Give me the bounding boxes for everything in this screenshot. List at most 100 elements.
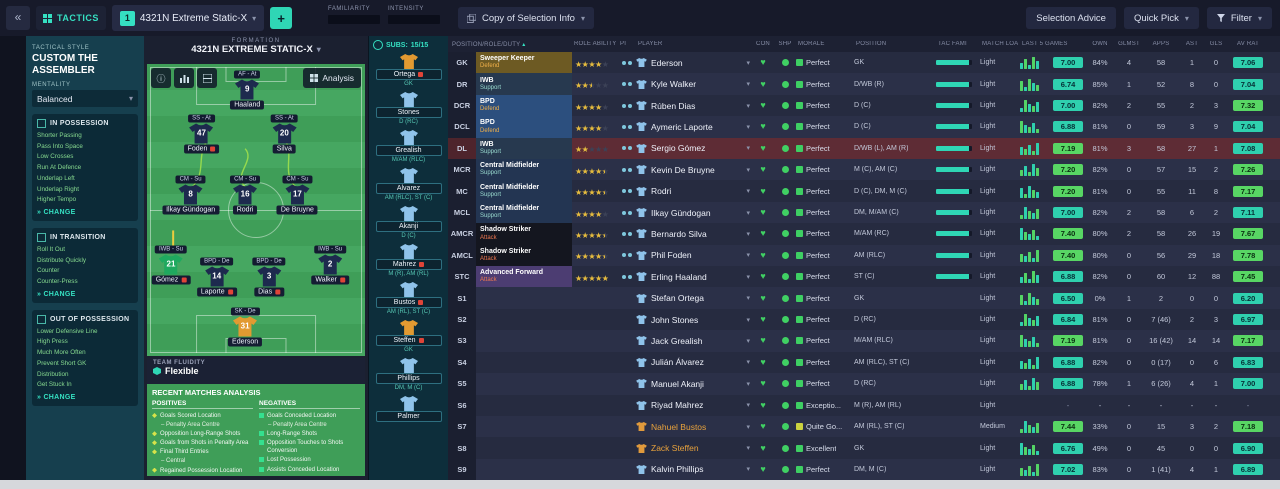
table-row[interactable]: AMCR Shadow Striker Attack ★★★★★★★★★★ Be…	[448, 223, 1280, 245]
bench-player-name[interactable]: Ortega	[375, 69, 442, 80]
role-duty-pill[interactable]: CM - Su	[175, 175, 206, 184]
bench-player-name[interactable]: Alvarez	[375, 183, 442, 194]
col-av-rat[interactable]: AV RAT	[1237, 41, 1259, 47]
col-ast[interactable]: AST	[1185, 41, 1199, 47]
player-name-plate[interactable]: Haaland	[230, 100, 265, 110]
chevron-down-icon[interactable]: ▾	[746, 423, 750, 431]
bench-player-name[interactable]: Steffen	[375, 335, 442, 346]
bench-player-name[interactable]: Mahrez	[375, 259, 442, 270]
row-role-duty[interactable]: IWB Support	[476, 73, 572, 95]
role-duty-pill[interactable]: BPD - De	[252, 257, 286, 266]
change-button[interactable]: » CHANGE	[37, 393, 76, 401]
player-cell[interactable]: Erling Haaland ▾	[636, 272, 752, 282]
player-name-plate[interactable]: Ederson	[228, 337, 263, 347]
change-button[interactable]: » CHANGE	[37, 208, 76, 216]
chevron-down-icon[interactable]: ▾	[746, 337, 750, 345]
pitch-player[interactable]: CM - Su 8 Ilkay Gündogan	[162, 175, 220, 215]
player-cell[interactable]: Sergio Gómez ▾	[636, 143, 752, 153]
table-row[interactable]: DCL BPD Defend ★★★★★★★★★★ Aymeric Laport…	[448, 116, 1280, 138]
change-button[interactable]: » CHANGE	[37, 290, 76, 298]
col-role-ability[interactable]: ROLE ABILITY	[574, 41, 617, 47]
col-gls[interactable]: GLS	[1209, 41, 1223, 47]
row-role-duty[interactable]: BPD Defend	[476, 94, 572, 117]
player-instructions-icon[interactable]	[618, 146, 636, 151]
player-instructions-icon[interactable]	[618, 210, 636, 215]
bench-player[interactable]: Grealish M/AM (RLC)	[373, 130, 444, 164]
player-name-plate[interactable]: Silva	[272, 144, 296, 154]
analysis-button[interactable]: Analysis	[303, 68, 361, 88]
player-cell[interactable]: Zack Steffen ▾	[636, 443, 752, 453]
row-role-duty[interactable]: Central Midfielder Support	[476, 180, 572, 202]
tactics-menu-button[interactable]: TACTICS	[36, 6, 106, 30]
chevron-down-icon[interactable]: ▾	[746, 316, 750, 324]
player-name-plate[interactable]: Gómez	[151, 275, 191, 285]
role-duty-pill[interactable]: SS - At	[270, 114, 298, 123]
tactical-style-value[interactable]: CUSTOM THE ASSEMBLER	[32, 53, 98, 76]
col-pi[interactable]: PI	[620, 41, 627, 47]
col-position-role-duty[interactable]: POSITION/ROLE/DUTY ▴	[452, 41, 526, 48]
row-role-duty[interactable]: Central Midfielder Support	[476, 201, 572, 224]
bench-player-name[interactable]: Akanji	[375, 221, 442, 232]
row-role-duty[interactable]: Central Midfielder Support	[476, 159, 572, 181]
player-cell[interactable]: Kyle Walker ▾	[636, 79, 752, 89]
chevron-down-icon[interactable]: ▾	[746, 273, 750, 281]
pitch-player[interactable]: SS - At 47 Foden	[183, 114, 220, 154]
role-duty-pill[interactable]: IWB - Su	[154, 245, 187, 254]
bench-player[interactable]: Phillips DM, M (C)	[373, 358, 444, 392]
role-duty-pill[interactable]: CM - Su	[230, 175, 261, 184]
table-row[interactable]: MCR Central Midfielder Support ★★★★★ ★★★★…	[448, 159, 1280, 181]
role-duty-pill[interactable]: SK - De	[230, 307, 260, 316]
row-role-duty[interactable]	[476, 330, 572, 351]
chevron-down-icon[interactable]: ▾	[746, 445, 750, 453]
pitch-player[interactable]: BPD - De 14 Laporte	[196, 257, 237, 297]
chevron-down-icon[interactable]: ▾	[746, 145, 750, 153]
chevron-down-icon[interactable]: ▾	[746, 380, 750, 388]
bench-player[interactable]: Mahrez M (R), AM (RL)	[373, 244, 444, 278]
player-cell[interactable]: Nahuel Bustos ▾	[636, 422, 752, 432]
col-tac-fami[interactable]: TAC FAMI	[938, 41, 967, 47]
chevron-down-icon[interactable]: ▾	[746, 188, 750, 196]
row-role-duty[interactable]	[476, 416, 572, 437]
stats-icon[interactable]	[174, 68, 194, 88]
table-row[interactable]: S8 ★★★★★★★★★★ Zack Steffen ▾ ♥ Excellent…	[448, 437, 1280, 459]
player-name-plate[interactable]: Ilkay Gündogan	[162, 205, 220, 215]
chevron-down-icon[interactable]: ▾	[746, 209, 750, 217]
player-instructions-icon[interactable]	[618, 103, 636, 108]
row-role-duty[interactable]: Shadow Striker Attack	[476, 244, 572, 267]
player-cell[interactable]: Kalvin Phillips ▾	[636, 464, 752, 474]
bench-player[interactable]: Alvarez AM (RLC), ST (C)	[373, 168, 444, 202]
chevron-down-icon[interactable]: ▾	[252, 13, 257, 23]
tactic-tab[interactable]: 1 4321N Extreme Static-X ▾	[111, 5, 265, 31]
row-role-duty[interactable]: Shadow Striker Attack	[476, 223, 572, 245]
row-role-duty[interactable]	[476, 459, 572, 480]
player-name-plate[interactable]: Rodri	[232, 205, 258, 215]
pitch-player[interactable]: IWB - Su 2 Walker	[311, 245, 349, 285]
chevron-down-icon[interactable]: ▾	[746, 295, 750, 303]
player-instructions-icon[interactable]	[618, 124, 636, 129]
bench-player[interactable]: Ortega GK	[373, 54, 444, 88]
player-cell[interactable]: Rúben Dias ▾	[636, 101, 752, 111]
table-row[interactable]: DL IWB Support ★★★★★★★★★★ Sergio Gómez ▾…	[448, 137, 1280, 160]
player-cell[interactable]: Manuel Akanji ▾	[636, 379, 752, 389]
table-row[interactable]: DCR BPD Defend ★★★★★★★★★★ Rúben Dias ▾ ♥…	[448, 94, 1280, 117]
pitch-player[interactable]: SK - De 31 Ederson	[228, 307, 263, 347]
bench-player[interactable]: Bustos AM (RL), ST (C)	[373, 282, 444, 316]
table-row[interactable]: DR IWB Support ★★★★★★★★★★ Kyle Walker ▾ …	[448, 73, 1280, 95]
player-instructions-icon[interactable]	[618, 189, 636, 194]
player-cell[interactable]: Ederson ▾	[636, 58, 752, 68]
chevron-down-icon[interactable]: ▾	[746, 359, 750, 367]
chevron-down-icon[interactable]: ▾	[746, 466, 750, 474]
table-row[interactable]: S4 ★★★★★★★★★★ Julián Álvarez ▾ ♥ Perfect…	[448, 351, 1280, 374]
bench-player[interactable]: Akanji D (C)	[373, 206, 444, 240]
col-morale[interactable]: MORALE	[798, 41, 825, 47]
selection-advice-button[interactable]: Selection Advice	[1026, 7, 1116, 29]
pitch-view-icon[interactable]	[197, 68, 217, 88]
filter-button[interactable]: Filter ▾	[1206, 7, 1272, 29]
bench-player[interactable]: Palmer	[373, 396, 444, 430]
chevron-down-icon[interactable]: ▾	[746, 81, 750, 89]
player-cell[interactable]: Bernardo Silva ▾	[636, 229, 752, 239]
player-instructions-icon[interactable]	[618, 231, 636, 236]
add-tactic-button[interactable]: +	[270, 7, 293, 29]
role-duty-pill[interactable]: BPD - De	[200, 257, 234, 266]
player-cell[interactable]: John Stones ▾	[636, 315, 752, 325]
